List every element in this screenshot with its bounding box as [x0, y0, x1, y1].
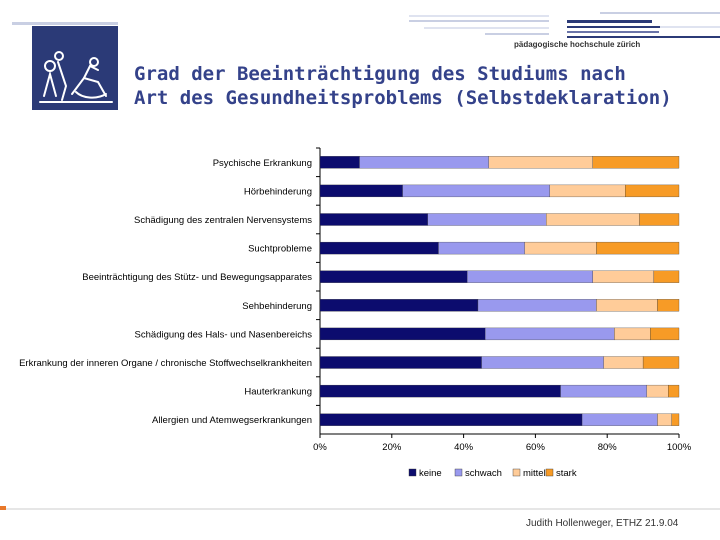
stacked-bar-chart: Psychische Erkrankung Hörbehinderung Schäd… [19, 147, 692, 479]
bar-keine [319, 356, 482, 369]
x-tick-label: 60% [526, 442, 546, 453]
bar-schwach [481, 356, 604, 369]
bar-mittel [614, 327, 651, 341]
category-label: Schädigung des Hals- und Nasenbereichs [135, 329, 313, 340]
bar-mittel [488, 156, 593, 169]
bar-schwach [402, 184, 550, 198]
footer: Judith Hollenweger, ETHZ 21.9.04 [526, 518, 678, 529]
bar-stark [671, 413, 680, 426]
bar-mittel [603, 356, 644, 369]
bar-mittel [657, 413, 672, 426]
category-label: Beeinträchtigung des Stütz- und Bewegung… [82, 272, 312, 283]
bar-mittel [592, 270, 655, 283]
bar-mittel [646, 384, 669, 398]
bar-keine [319, 184, 403, 198]
bar-keine [319, 327, 486, 341]
bar-mittel [549, 184, 626, 198]
legend-label-schwach: schwach [465, 468, 502, 479]
footer-accent [0, 506, 6, 510]
bar-schwach [484, 327, 615, 341]
bar-schwach [467, 270, 593, 283]
legend-swatch-stark [545, 468, 554, 477]
bar-stark [592, 156, 680, 169]
title-line-2: Art des Gesundheitsproblems (Selbstdekla… [134, 87, 672, 109]
title-line-1: Grad der Beeinträchtigung des Studiums n… [134, 63, 626, 85]
bar-keine [319, 384, 561, 398]
category-label: Suchtprobleme [248, 244, 312, 255]
bar-stark [642, 356, 680, 369]
legend-swatch-schwach [454, 468, 463, 477]
legend-label-keine: keine [419, 468, 442, 479]
category-label: Sehbehinderung [242, 301, 312, 312]
bar-keine [319, 270, 468, 283]
x-tick-label: 100% [667, 442, 692, 453]
category-label: Psychische Erkrankung [213, 158, 312, 169]
bar-keine [319, 213, 428, 226]
bar-mittel [546, 213, 640, 226]
logo [32, 26, 118, 110]
brand-text: pädagogische hochschule zürich [514, 40, 641, 49]
bar-schwach [359, 156, 489, 169]
bar-stark [625, 184, 680, 198]
x-tick-label: 0% [313, 442, 327, 453]
footer-date: 21.9.04 [644, 518, 679, 529]
x-tick-label: 80% [598, 442, 618, 453]
bar-mittel [596, 299, 658, 312]
header-decoration [12, 12, 720, 38]
x-tick-label: 40% [454, 442, 474, 453]
bar-stark [657, 299, 680, 312]
page-title: Grad der Beeinträchtigung des Studiums n… [134, 62, 672, 110]
bar-schwach [427, 213, 547, 226]
bar-stark [668, 384, 680, 398]
bar-schwach [560, 384, 647, 398]
legend-swatch-keine [408, 468, 417, 477]
footer-divider [0, 508, 720, 510]
bar-schwach [581, 413, 658, 426]
bar-schwach [477, 299, 597, 312]
bar-keine [319, 299, 479, 312]
legend-label-mittel: mittel [523, 468, 546, 479]
legend-label-stark: stark [556, 468, 577, 479]
bar-schwach [438, 241, 525, 255]
bar-mittel [524, 241, 597, 255]
category-label: Hauterkrankung [244, 387, 312, 398]
x-tick-label: 20% [382, 442, 402, 453]
bar-keine [319, 241, 439, 255]
legend-swatch-mittel [512, 468, 521, 477]
category-label: Erkrankung der inneren Organe / chronisc… [19, 358, 312, 369]
category-label: Hörbehinderung [244, 186, 312, 197]
bar-stark [653, 270, 680, 283]
bar-keine [319, 413, 583, 426]
category-label: Schädigung des zentralen Nervensystems [134, 215, 312, 226]
bar-keine [319, 156, 360, 169]
bar-stark [650, 327, 680, 341]
footer-author: Judith Hollenweger, ETHZ [526, 518, 643, 529]
logo-figures-icon [39, 51, 113, 103]
bar-stark [639, 213, 680, 226]
category-label: Allergien und Atemwegserkrankungen [152, 415, 312, 426]
bar-stark [596, 241, 680, 255]
